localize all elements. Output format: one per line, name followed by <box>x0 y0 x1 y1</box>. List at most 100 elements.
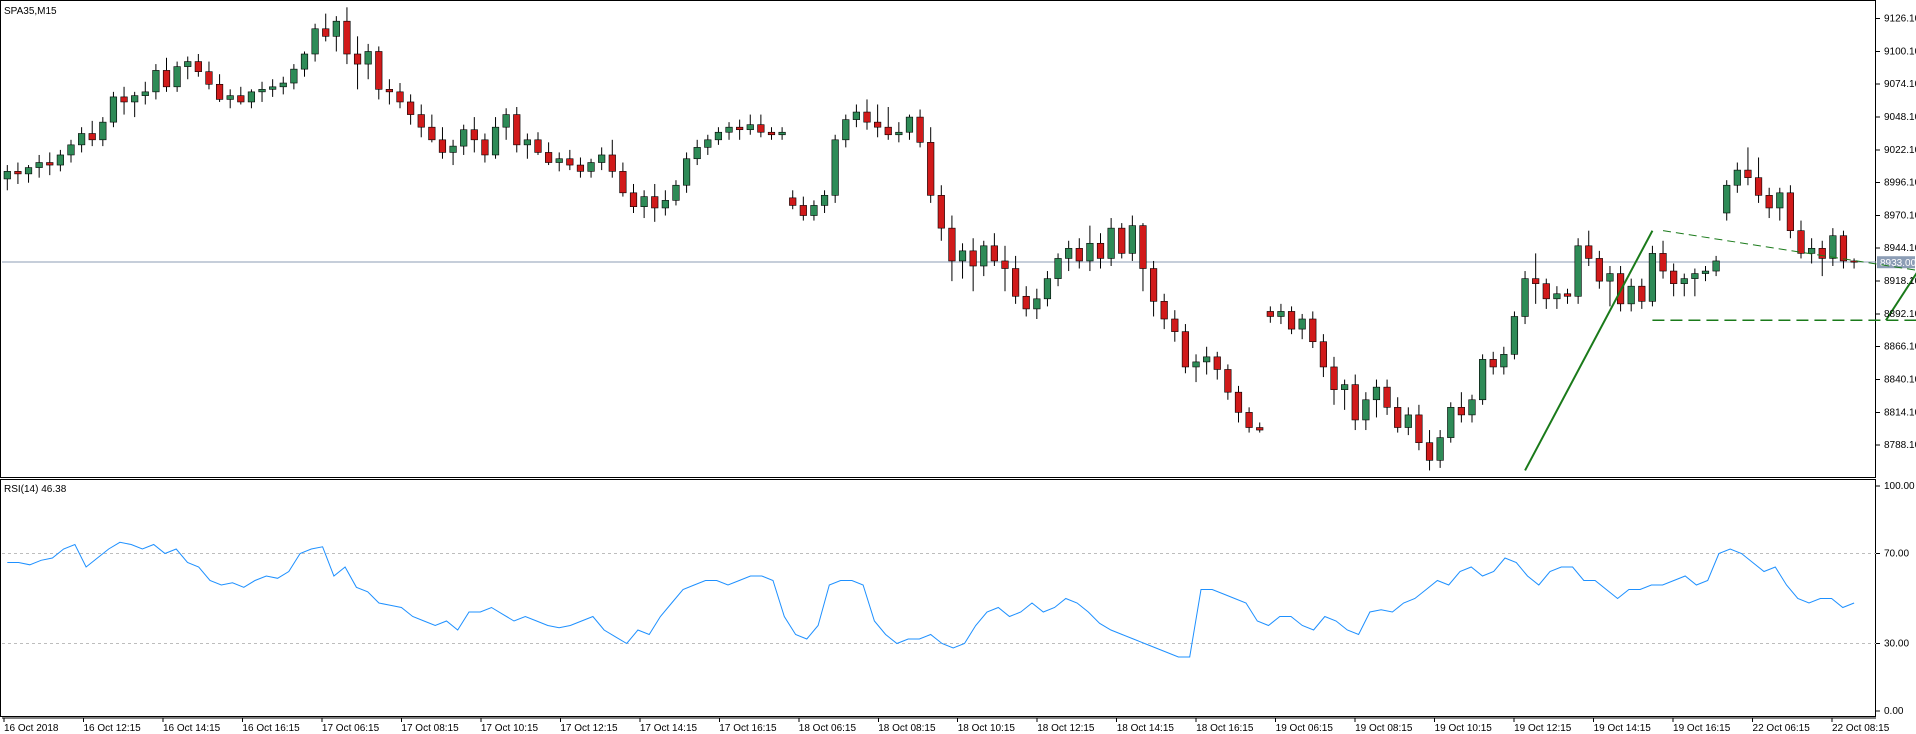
time-tick-label: 18 Oct 08:15 <box>878 723 936 734</box>
bull-candle-body <box>364 51 372 65</box>
candle <box>1500 346 1508 375</box>
bull-candle-body <box>1468 399 1476 416</box>
candle <box>598 147 606 171</box>
bear-candle-body <box>1266 311 1274 317</box>
bear-candle-body <box>470 129 478 141</box>
candle <box>109 91 118 128</box>
candle <box>311 23 319 62</box>
candle <box>1330 356 1338 405</box>
candle <box>990 233 998 266</box>
time-tick-label: 16 Oct 2018 <box>4 723 59 734</box>
bull-candle-body <box>502 114 510 128</box>
bull-candle-body <box>1033 298 1041 310</box>
time-tick-label: 17 Oct 06:15 <box>322 723 380 734</box>
candle <box>1181 324 1190 374</box>
candle <box>1309 311 1317 349</box>
candle <box>460 124 468 155</box>
candle <box>831 134 839 203</box>
candle <box>407 94 415 125</box>
bull-candle-body <box>1298 318 1306 330</box>
bull-candle-body <box>746 124 754 131</box>
candle <box>1043 271 1052 307</box>
bull-candle-body <box>810 205 818 216</box>
candle <box>184 56 192 80</box>
rsi-line-path <box>7 541 1855 658</box>
bear-candle-body <box>1818 248 1826 259</box>
bear-candle-body <box>545 152 553 163</box>
bull-candle-body <box>672 184 680 201</box>
candle <box>1287 306 1296 335</box>
price-tick-label: 8918.10 <box>1884 276 1916 287</box>
bear-candle-body <box>884 126 892 136</box>
candle <box>1128 215 1136 261</box>
candle <box>1319 334 1327 378</box>
bear-candle-body <box>120 96 128 103</box>
bear-candle-body <box>566 158 574 166</box>
bear-candle-body <box>1309 318 1317 343</box>
candle <box>545 142 553 166</box>
candle <box>513 107 521 153</box>
candle <box>1595 250 1603 289</box>
bull-candle-body <box>258 89 266 93</box>
candle <box>1818 240 1826 277</box>
time-tick-label: 19 Oct 16:15 <box>1673 723 1731 734</box>
bull-candle-body <box>1808 248 1816 254</box>
candle <box>863 99 871 130</box>
bull-candle-body <box>1436 437 1444 461</box>
bear-candle-body <box>927 142 935 196</box>
bull-candle-body <box>704 139 712 148</box>
candle <box>555 152 563 172</box>
bear-candle-body <box>629 192 638 207</box>
price-tick-label: 8814.10 <box>1884 407 1916 418</box>
bear-candle-body <box>1850 260 1858 263</box>
candle <box>1001 245 1009 292</box>
bull-candle-body <box>1107 227 1115 259</box>
price-tick-label: 8788.10 <box>1884 440 1916 451</box>
candle <box>1436 430 1444 468</box>
candle <box>1012 255 1020 304</box>
bear-candle-body <box>1659 253 1667 272</box>
bull-candle-body <box>1203 356 1211 363</box>
candle <box>704 134 712 155</box>
bull-candle-body <box>523 139 531 146</box>
candle <box>3 165 11 191</box>
time-tick-label: 18 Oct 10:15 <box>958 723 1016 734</box>
candle <box>1563 288 1572 304</box>
bull-candle-body <box>1500 354 1508 368</box>
bear-candle-body <box>375 51 383 90</box>
rsi-tick-label: 0.00 <box>1884 706 1904 717</box>
bull-candle-body <box>1479 359 1487 401</box>
bull-candle-body <box>1192 361 1200 368</box>
candle <box>778 127 786 140</box>
candle <box>1394 397 1402 433</box>
bear-candle-body <box>1532 278 1540 284</box>
candle <box>343 7 351 65</box>
bull-candle-body <box>152 70 160 93</box>
candle <box>958 243 967 279</box>
bull-candle-body <box>1086 242 1094 262</box>
candle <box>247 89 256 109</box>
candle <box>470 117 478 153</box>
time-tick-label: 22 Oct 08:15 <box>1832 723 1890 734</box>
candle <box>820 190 829 213</box>
time-tick-label: 18 Oct 16:15 <box>1196 723 1254 734</box>
time-tick-label: 19 Oct 14:15 <box>1594 723 1652 734</box>
bear-candle-body <box>1022 295 1030 310</box>
bear-candle-body <box>651 196 659 209</box>
bull-candle-body <box>109 96 118 123</box>
candle <box>852 104 860 128</box>
bull-candle-body <box>714 131 723 141</box>
candle <box>1701 266 1710 282</box>
candle <box>523 133 531 159</box>
bear-candle-body <box>1765 195 1773 209</box>
bear-candle-body <box>417 114 425 128</box>
bear-candle-body <box>1394 407 1402 428</box>
bull-candle-body <box>598 154 606 163</box>
candle <box>810 200 818 221</box>
price-tick-label: 8892.10 <box>1884 309 1916 320</box>
time-tick-label: 17 Oct 16:15 <box>719 723 777 734</box>
candle <box>534 132 542 155</box>
bear-candle-body <box>14 171 22 175</box>
candle <box>1171 310 1179 342</box>
bear-candle-body <box>608 154 616 172</box>
